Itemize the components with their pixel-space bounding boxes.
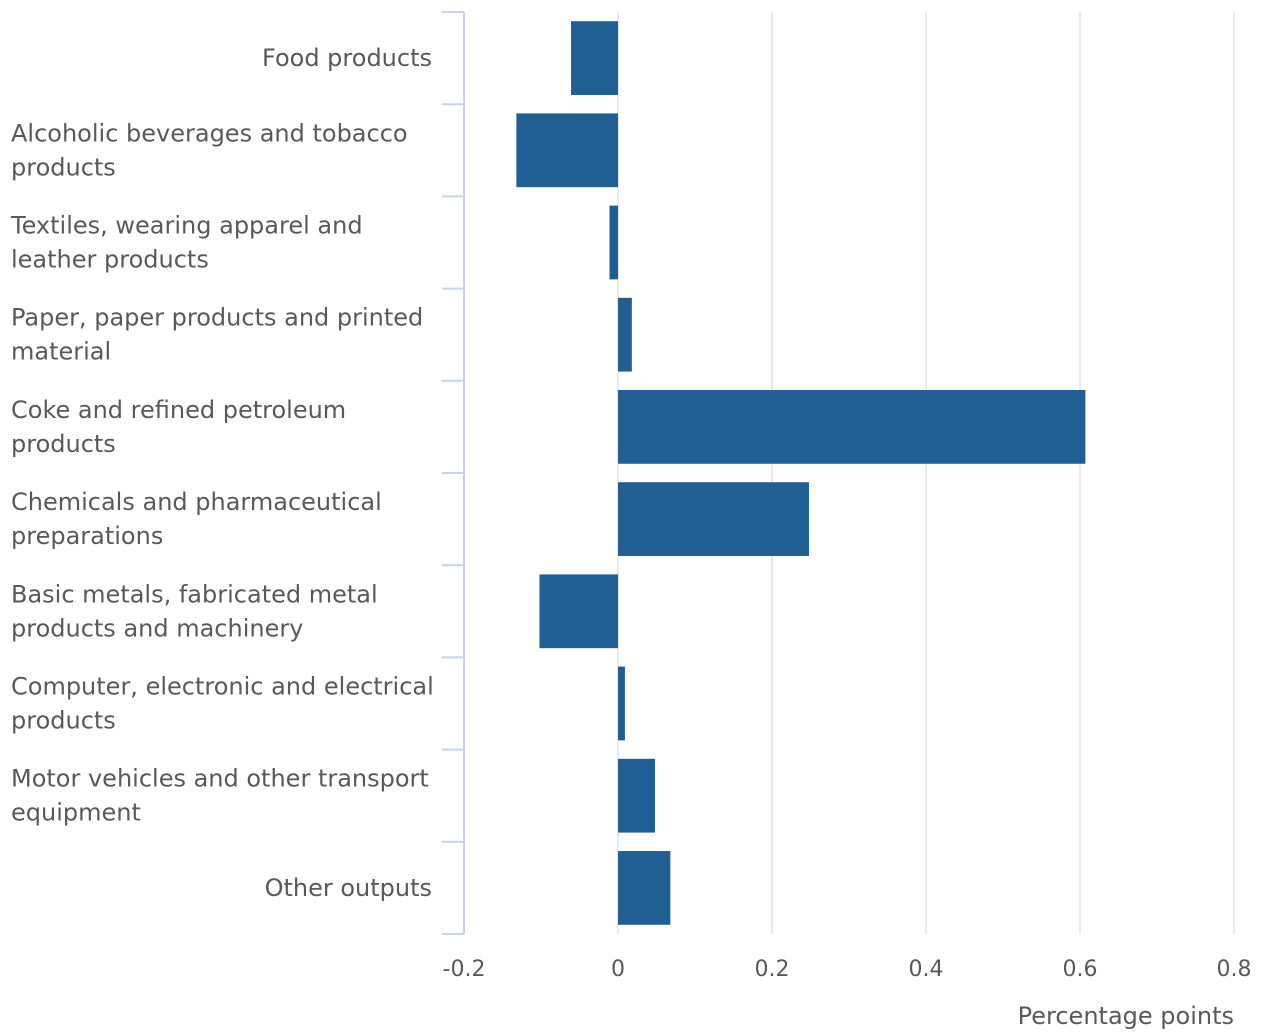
bars xyxy=(516,21,1086,925)
category-label: Textiles, wearing apparel and leather pro… xyxy=(10,212,363,274)
x-axis-title: Percentage points xyxy=(1018,1002,1234,1030)
category-label: Chemicals and pharmaceutical preparations xyxy=(11,488,382,550)
x-tick-label: 0 xyxy=(611,957,625,982)
category-label-line: Other outputs xyxy=(265,874,432,902)
x-tick-label: 0.8 xyxy=(1217,957,1252,982)
bar xyxy=(618,758,655,833)
category-label: Computer, electronic and electrical produ… xyxy=(11,673,434,735)
bar xyxy=(571,21,618,95)
bar xyxy=(618,297,632,372)
category-label-line: Computer, electronic and electrical xyxy=(11,673,434,701)
category-label-line: Paper, paper products and printed xyxy=(11,304,423,332)
category-label-line: products xyxy=(11,707,116,735)
x-tick-label: -0.2 xyxy=(443,957,486,982)
category-label: Motor vehicles and other transport equipm… xyxy=(11,765,429,827)
bar xyxy=(539,574,618,649)
category-label-line: Chemicals and pharmaceutical xyxy=(11,488,382,516)
category-labels: Food products Alcoholic beverages and tob… xyxy=(10,44,434,902)
category-label-line: leather products xyxy=(11,246,209,274)
x-tick-labels: -0.2 0 0.2 0.4 0.6 0.8 xyxy=(443,957,1252,982)
category-label: Other outputs xyxy=(265,874,432,902)
category-label: Coke and refined petroleum products xyxy=(11,396,346,458)
category-label: Food products xyxy=(262,44,432,72)
bar xyxy=(516,113,618,188)
category-label: Basic metals, fabricated metal products a… xyxy=(11,580,378,642)
category-label-line: products xyxy=(11,153,116,181)
category-label: Alcoholic beverages and tobacco products xyxy=(11,119,408,181)
x-tick-label: 0.6 xyxy=(1063,957,1098,982)
category-label-line: Basic metals, fabricated metal xyxy=(11,580,378,608)
category-label-line: Food products xyxy=(262,44,432,72)
category-label-line: Textiles, wearing apparel and xyxy=(10,212,363,240)
gridlines xyxy=(617,12,1235,934)
bar xyxy=(609,205,618,280)
category-label-line: products xyxy=(11,430,116,458)
x-tick-label: 0.4 xyxy=(909,957,944,982)
category-label-line: products and machinery xyxy=(11,614,303,642)
bar xyxy=(618,851,671,925)
category-label-line: Coke and refined petroleum xyxy=(11,396,346,424)
category-label-line: Alcoholic beverages and tobacco xyxy=(11,119,408,147)
category-label: Paper, paper products and printed materia… xyxy=(11,304,423,366)
bar xyxy=(618,482,809,556)
category-label-line: preparations xyxy=(11,522,163,550)
bar xyxy=(618,390,1086,464)
bar xyxy=(618,666,625,741)
category-label-line: equipment xyxy=(11,799,141,827)
category-label-line: Motor vehicles and other transport xyxy=(11,765,429,793)
x-tick-label: 0.2 xyxy=(755,957,790,982)
category-label-line: material xyxy=(11,338,111,366)
y-axis xyxy=(442,11,465,935)
